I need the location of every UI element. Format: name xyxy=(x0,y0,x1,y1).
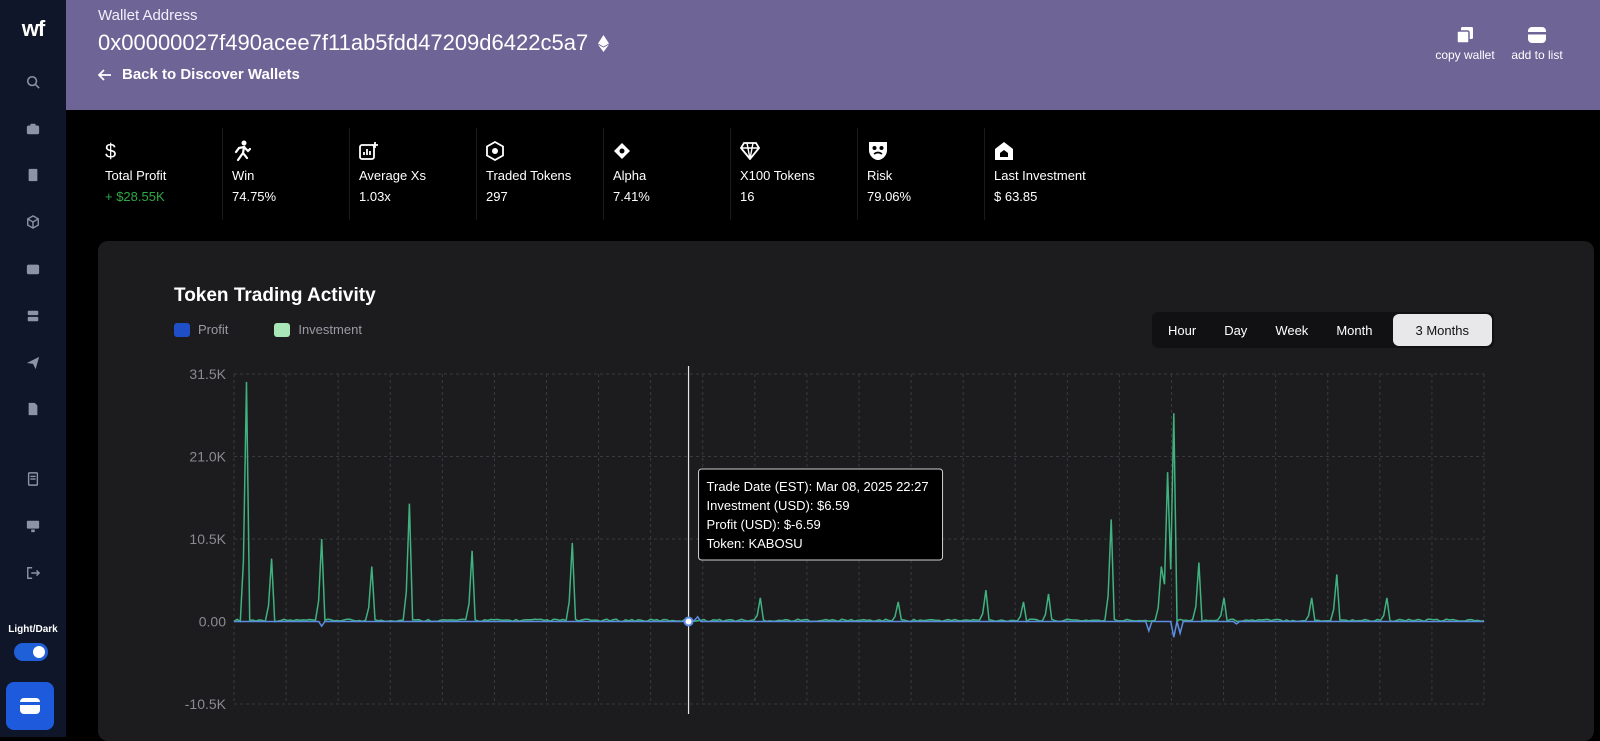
theme-toggle[interactable] xyxy=(14,643,48,661)
stat-label: Risk xyxy=(867,168,893,183)
stat-value: 1.03x xyxy=(359,189,391,204)
add-to-list-button[interactable]: add to list xyxy=(1501,26,1573,62)
wallet-address: 0x00000027f490acee7f11ab5fdd47209d6422c5… xyxy=(98,30,610,56)
send-icon[interactable] xyxy=(22,352,44,374)
arrow-left-icon xyxy=(98,68,111,81)
stat-label: Last Investment xyxy=(994,168,1086,183)
wallet-address-text: 0x00000027f490acee7f11ab5fdd47209d6422c5… xyxy=(98,30,589,55)
highlight-point xyxy=(683,616,694,627)
home-icon xyxy=(995,142,1013,160)
toggle-knob xyxy=(33,646,45,658)
stat-value: 74.75% xyxy=(232,189,277,204)
stat-traded-tokens: Traded Tokens 297 xyxy=(477,128,604,220)
range-hour-button[interactable]: Hour xyxy=(1168,322,1197,338)
stat-risk: Risk 79.06% xyxy=(858,128,985,220)
copy-wallet-label: copy wallet xyxy=(1435,48,1495,62)
stat-label: Traded Tokens xyxy=(486,168,572,183)
monitor-icon[interactable] xyxy=(22,515,44,537)
stat-label: Total Profit xyxy=(105,168,167,183)
logout-icon[interactable] xyxy=(22,562,44,584)
runner-icon xyxy=(234,140,252,162)
mask-icon xyxy=(869,142,887,160)
stat-label: Win xyxy=(232,168,255,183)
y-tick-label: 10.5K xyxy=(189,531,226,547)
range-week-button[interactable]: Week xyxy=(1275,322,1309,338)
stack-icon[interactable] xyxy=(22,305,44,327)
legend-item-investment[interactable]: Investment xyxy=(274,322,362,337)
legend-item-profit[interactable]: Profit xyxy=(174,322,228,337)
legend-label: Profit xyxy=(198,322,229,337)
briefcase-icon[interactable] xyxy=(22,118,44,140)
stat-label: Average Xs xyxy=(359,168,426,183)
tooltip-box xyxy=(698,468,944,561)
stat-value: 16 xyxy=(740,189,755,204)
add-to-list-label: add to list xyxy=(1511,48,1563,62)
stat-label: Alpha xyxy=(613,168,647,183)
wallet-add-icon xyxy=(1528,27,1546,43)
dollar-icon: $ xyxy=(105,141,116,161)
diamond-arrow-icon xyxy=(614,143,630,159)
book-icon[interactable] xyxy=(22,164,44,186)
legend-swatch xyxy=(274,322,291,337)
sidebar: wf Light/Dark xyxy=(0,0,66,737)
chart-tooltip: Trade Date (EST): Mar 08, 2025 22:27 Inv… xyxy=(698,468,944,561)
tooltip-token: Token: KABOSU xyxy=(707,536,803,551)
legend-label: Investment xyxy=(298,322,362,337)
wallet-icon[interactable] xyxy=(22,258,44,280)
chart-title: Token Trading Activity xyxy=(174,285,376,306)
wallet-button[interactable] xyxy=(6,682,54,730)
svg-text:$: $ xyxy=(105,141,116,161)
time-range-selector: Hour Day Week Month 3 Months xyxy=(1152,312,1494,348)
range-month-button[interactable]: Month xyxy=(1336,322,1373,338)
cube-icon[interactable] xyxy=(22,211,44,233)
wallet-address-label: Wallet Address xyxy=(98,7,198,24)
y-axis-ticks: 31.5K 21.0K 10.5K 0.00 -10.5K xyxy=(185,366,227,712)
app-logo[interactable]: wf xyxy=(21,16,45,41)
stats-row: $ Total Profit + $28.55K Win 74.75% Aver… xyxy=(96,128,1112,220)
investment-series-line xyxy=(233,381,1485,623)
stat-value: + $28.55K xyxy=(105,189,165,204)
chart-plus-icon xyxy=(359,142,378,160)
stat-value: 297 xyxy=(486,189,508,204)
y-tick-label: -10.5K xyxy=(185,696,227,712)
stat-average-xs: Average Xs 1.03x xyxy=(350,128,477,220)
tooltip-investment: Investment (USD): $6.59 xyxy=(707,498,850,513)
y-tick-label: 0.00 xyxy=(199,614,226,630)
receipt-icon[interactable] xyxy=(22,468,44,490)
range-day-button[interactable]: Day xyxy=(1224,322,1248,338)
document-icon[interactable] xyxy=(22,398,44,420)
back-to-discover-link[interactable]: Back to Discover Wallets xyxy=(98,66,300,83)
stat-x100-tokens: X100 Tokens 16 xyxy=(731,128,858,220)
theme-label: Light/Dark xyxy=(8,624,58,635)
stat-label: X100 Tokens xyxy=(740,168,815,183)
tooltip-profit: Profit (USD): $-6.59 xyxy=(707,517,821,532)
tooltip-date: Trade Date (EST): Mar 08, 2025 22:27 xyxy=(707,479,929,494)
stat-last-investment: Last Investment $ 63.85 xyxy=(985,128,1112,220)
legend-swatch xyxy=(174,322,190,337)
profit-series-line xyxy=(234,615,1484,638)
chart-legend: Profit Investment xyxy=(174,322,362,337)
stat-total-profit: $ Total Profit + $28.55K xyxy=(96,128,223,220)
search-icon[interactable] xyxy=(22,71,44,93)
copy-wallet-button[interactable]: copy wallet xyxy=(1429,26,1501,62)
stat-alpha: Alpha 7.41% xyxy=(604,128,731,220)
stat-win: Win 74.75% xyxy=(223,128,350,220)
stat-value: 79.06% xyxy=(867,189,912,204)
copy-icon xyxy=(1456,27,1473,44)
token-icon xyxy=(486,141,504,161)
stat-value: $ 63.85 xyxy=(994,189,1038,204)
chart-series xyxy=(233,381,1485,638)
y-tick-label: 21.0K xyxy=(189,449,226,465)
wallet-header: Wallet Address 0x00000027f490acee7f11ab5… xyxy=(66,0,1600,110)
y-tick-label: 31.5K xyxy=(189,366,226,382)
stat-value: 7.41% xyxy=(613,189,650,204)
wallet-icon xyxy=(20,698,40,714)
ethereum-icon xyxy=(598,34,610,52)
gem-icon xyxy=(740,142,760,160)
trading-activity-chart[interactable]: 31.5K 21.0K 10.5K 0.00 -10.5K Trade Date (ES… xyxy=(98,241,1594,737)
range-3months-button[interactable]: 3 Months xyxy=(1392,314,1492,346)
chart-card: Token Trading Activity Profit Investment… xyxy=(98,241,1594,741)
back-label: Back to Discover Wallets xyxy=(122,66,300,83)
